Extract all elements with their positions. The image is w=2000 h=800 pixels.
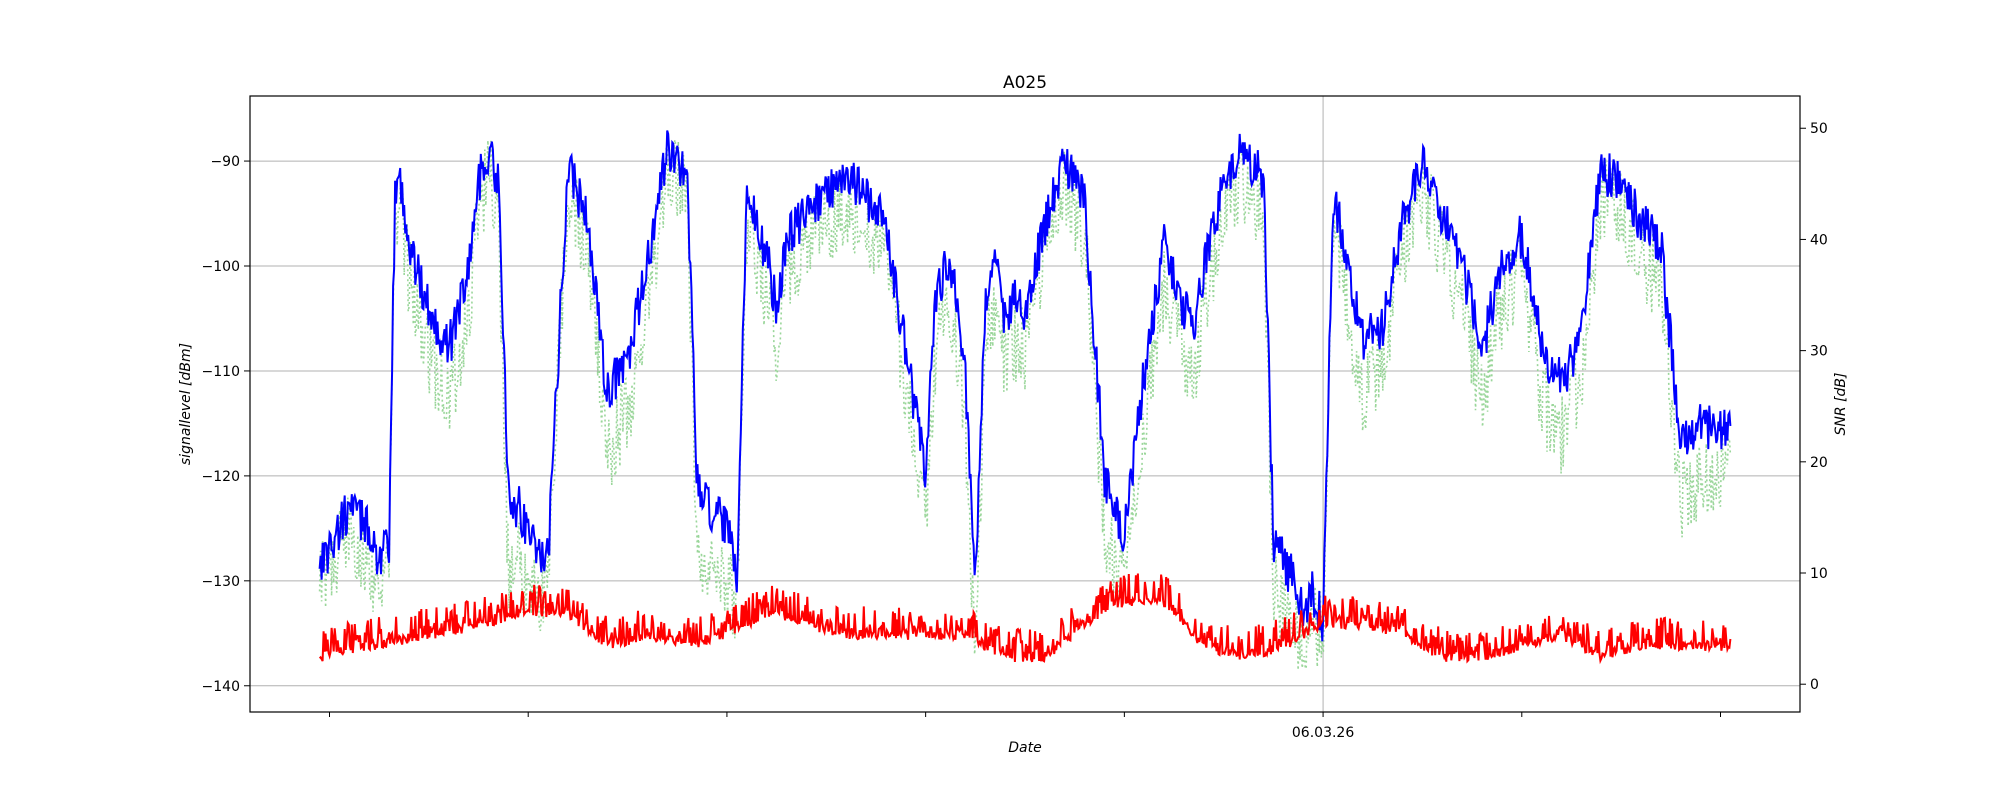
ticks: −90 −100 −110 −120 −130 −140 50 40 30 20 10 0 06.03.… [202, 121, 1828, 741]
y-right-tick-label: 40 [1810, 232, 1828, 248]
y-axis-title-right: SNR [dB] [1833, 373, 1849, 436]
series-line-1 [318, 139, 1732, 671]
series-group [318, 130, 1732, 671]
plot-frame [249, 95, 1801, 713]
y-axis-title-left: signallevel [dBm] [178, 343, 194, 465]
y-right-tick-label: 30 [1810, 344, 1828, 360]
y-left-tick-label: −130 [202, 574, 240, 590]
y-left-tick-label: −110 [202, 364, 240, 380]
series-line-0 [318, 130, 1732, 642]
x-axis-title: Date [1008, 740, 1041, 756]
series-line-2 [318, 573, 1732, 665]
y-left-tick-label: −90 [210, 154, 240, 170]
y-right-tick-label: 20 [1810, 455, 1828, 471]
y-right-tick-label: 0 [1810, 677, 1819, 693]
x-tick-label: 06.03.26 [1292, 725, 1354, 741]
chart-title: A025 [1003, 73, 1047, 93]
y-right-tick-label: 10 [1810, 566, 1828, 582]
y-left-tick-label: −140 [202, 679, 240, 695]
y-left-tick-label: −120 [202, 469, 240, 485]
y-left-tick-label: −100 [202, 259, 240, 275]
y-right-tick-label: 50 [1810, 121, 1828, 137]
